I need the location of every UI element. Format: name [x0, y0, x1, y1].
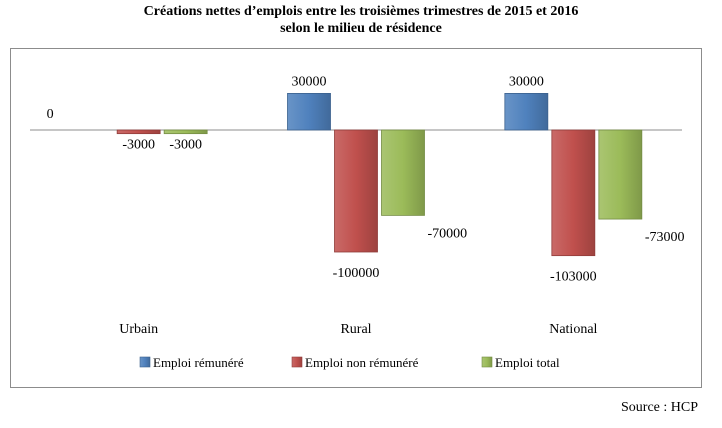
data-label-rural-series-3: -70000: [428, 226, 468, 241]
source-note: Source : HCP: [621, 400, 698, 415]
data-label-urbain-series-2: -3000: [122, 138, 155, 153]
bar-urbain-series-2: [116, 129, 161, 135]
legend-swatch-2: [291, 356, 303, 368]
bar-national-series-1: [504, 93, 549, 131]
chart-title-line-1: Créations nettes d’emplois entre les tro…: [143, 4, 579, 19]
legend-label-3: Emploi total: [495, 355, 560, 370]
data-label-urbain-series-3: -3000: [169, 138, 202, 153]
category-label-rural: Rural: [340, 322, 371, 337]
category-label-national: National: [549, 322, 597, 337]
chart-title-line-2: selon le milieu de résidence: [280, 21, 442, 36]
data-label-national-series-2: -103000: [550, 270, 597, 285]
bar-national-series-3: [598, 129, 643, 220]
bar-urbain-series-3: [163, 129, 208, 135]
data-label-national-series-1: 30000: [509, 74, 544, 89]
bar-rural-series-1: [287, 93, 331, 131]
category-label-urbain: Urbain: [119, 322, 158, 337]
data-label-rural-series-1: 30000: [292, 74, 327, 89]
data-label-rural-series-2: -100000: [333, 266, 380, 281]
data-label-urbain-series-1: 0: [47, 107, 54, 122]
legend-swatch-3: [481, 356, 493, 368]
legend-label-2: Emploi non rémunéré: [305, 355, 419, 370]
chart-title: Créations nettes d’emplois entre les tro…: [0, 3, 722, 37]
data-label-national-series-3: -73000: [645, 230, 685, 245]
legend-label-1: Emploi rémunéré: [153, 355, 244, 370]
bar-rural-series-3: [381, 129, 425, 216]
bar-rural-series-2: [334, 129, 378, 253]
bar-national-series-2: [551, 129, 596, 257]
legend-swatch-1: [139, 356, 151, 368]
